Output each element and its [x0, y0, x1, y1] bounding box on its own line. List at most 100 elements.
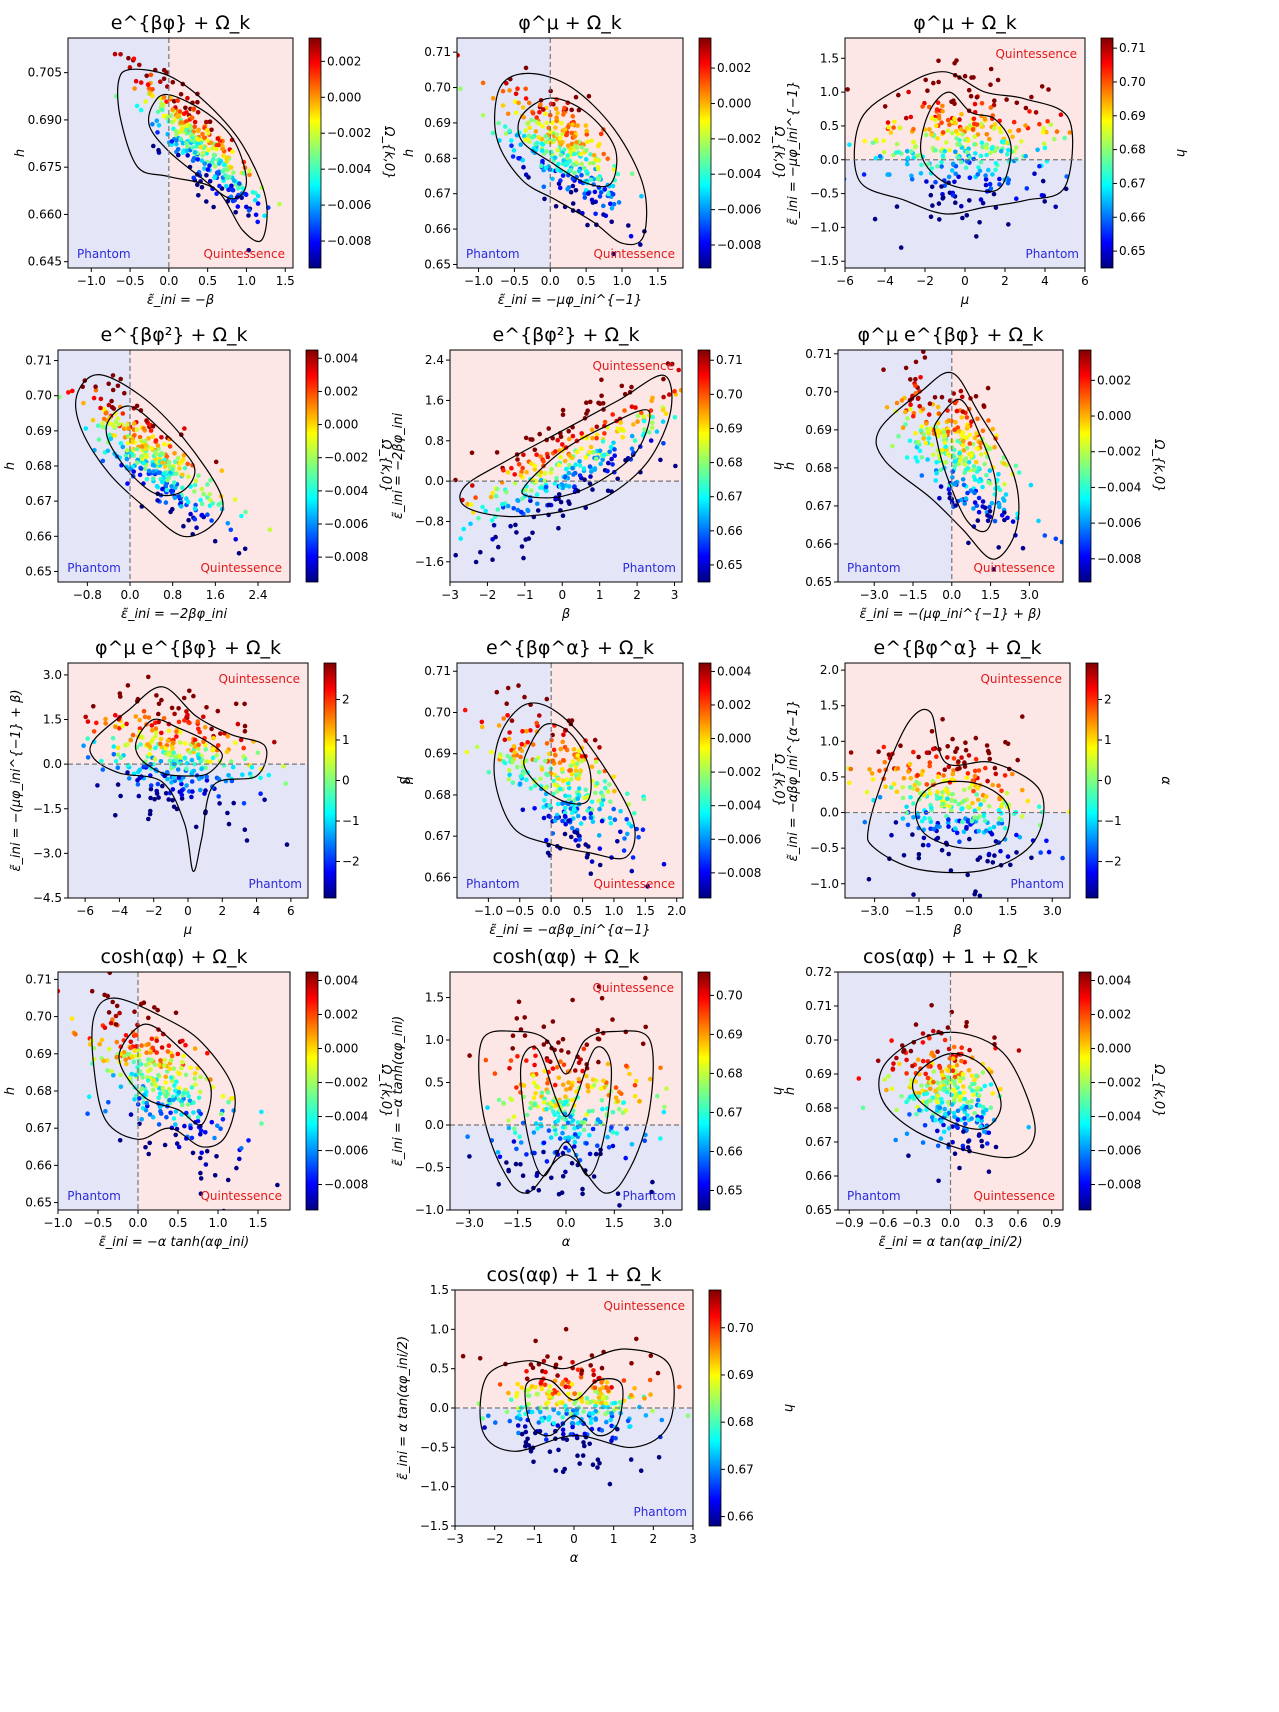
- scatter-point: [506, 1118, 511, 1123]
- scatter-point: [467, 1053, 472, 1058]
- scatter-point: [170, 787, 176, 792]
- scatter-point: [567, 768, 572, 773]
- scatter-point: [174, 1079, 179, 1084]
- x-tick-label: 1.0: [208, 1216, 227, 1230]
- y-tick-label: 0.675: [28, 160, 62, 174]
- scatter-point: [610, 462, 615, 467]
- scatter-point: [139, 774, 144, 779]
- scatter-point: [913, 383, 918, 389]
- scatter-point: [915, 459, 920, 464]
- scatter-point: [140, 1075, 145, 1080]
- scatter-point: [586, 1088, 591, 1094]
- scatter-point: [703, 1417, 708, 1422]
- scatter-point: [951, 1065, 956, 1070]
- scatter-point: [883, 784, 888, 789]
- y-axis-label: ε̃_ini = α tan(αφ_ini/2): [396, 1336, 411, 1480]
- x-tick-label: −6: [836, 274, 854, 288]
- scatter-point: [974, 1073, 979, 1078]
- x-tick-label: 0.5: [168, 1216, 187, 1230]
- scatter-point: [584, 128, 589, 134]
- scatter-point: [979, 121, 984, 127]
- scatter-point: [546, 502, 552, 508]
- scatter-point: [862, 138, 868, 144]
- scatter-point: [958, 127, 964, 132]
- scatter-point: [543, 1369, 548, 1375]
- scatter-point: [1044, 838, 1049, 844]
- scatter-point: [125, 683, 131, 688]
- scatter-point: [973, 756, 979, 762]
- y-tick-label: 0.68: [805, 461, 832, 475]
- contour-95: [493, 702, 636, 860]
- scatter-point: [933, 117, 938, 123]
- scatter-point: [590, 435, 595, 441]
- scatter-point: [933, 1117, 938, 1123]
- scatter-point: [595, 1036, 601, 1041]
- scatter-point: [519, 1385, 524, 1390]
- scatter-point: [143, 442, 149, 448]
- scatter-point: [538, 1405, 543, 1411]
- scatter-point: [594, 424, 600, 430]
- y-tick-label: 0.67: [424, 829, 451, 843]
- scatter-point: [926, 1064, 931, 1069]
- scatter-point: [632, 1093, 638, 1099]
- x-tick-label: 0: [570, 1532, 578, 1546]
- colorbar-tick-label: 0.000: [324, 418, 358, 432]
- scatter-point: [573, 1068, 578, 1073]
- scatter-point: [186, 1114, 191, 1119]
- x-tick-label: −3.0: [455, 1216, 484, 1230]
- scatter-point: [158, 1058, 163, 1063]
- scatter-point: [601, 1078, 606, 1084]
- scatter-point: [1039, 84, 1045, 89]
- scatter-point: [979, 101, 985, 106]
- scatter-point: [535, 501, 540, 507]
- scatter-point: [255, 750, 261, 755]
- phantom-label: Phantom: [248, 877, 302, 891]
- scatter-point: [168, 1058, 174, 1063]
- scatter-point: [560, 778, 566, 784]
- scatter-point: [962, 137, 968, 143]
- scatter-point: [519, 509, 524, 515]
- scatter-point: [915, 772, 920, 778]
- y-tick-label: 1.0: [820, 85, 839, 99]
- scatter-point: [504, 81, 509, 86]
- scatter-point: [927, 763, 932, 769]
- scatter-point: [186, 517, 191, 523]
- scatter-point: [977, 1103, 982, 1108]
- y-tick-label: 3.0: [43, 668, 62, 682]
- scatter-point: [942, 148, 948, 154]
- scatter-point: [929, 1050, 935, 1055]
- colorbar-tick-label: −0.004: [324, 484, 368, 498]
- scatter-point: [562, 810, 568, 816]
- scatter-point: [647, 1377, 653, 1383]
- scatter-point: [949, 1092, 954, 1098]
- scatter-point: [272, 739, 277, 745]
- scatter-point: [148, 786, 154, 792]
- scatter-point: [632, 1386, 637, 1391]
- scatter-point: [115, 765, 121, 770]
- scatter-point: [588, 811, 594, 816]
- colorbar-tick-label: 0.65: [716, 1183, 743, 1197]
- scatter-point: [191, 175, 196, 181]
- scatter-point: [900, 816, 906, 821]
- scatter-point: [567, 453, 572, 458]
- scatter-point: [562, 475, 568, 480]
- y-tick-label: −1.0: [810, 220, 839, 234]
- scatter-point: [311, 758, 316, 763]
- scatter-point: [555, 437, 560, 443]
- scatter-point: [932, 395, 938, 400]
- scatter-point: [490, 490, 496, 496]
- scatter-point: [507, 128, 512, 134]
- scatter-point: [572, 1132, 578, 1137]
- scatter-point: [587, 1441, 592, 1447]
- scatter-point: [91, 395, 97, 401]
- x-tick-label: 1.5: [648, 274, 667, 288]
- scatter-point: [867, 767, 872, 772]
- scatter-point: [930, 746, 936, 752]
- scatter-point: [581, 466, 587, 471]
- scatter-point: [638, 242, 643, 247]
- scatter-point: [566, 1050, 571, 1055]
- x-tick-label: 1.5: [276, 274, 295, 288]
- scatter-point: [920, 768, 926, 774]
- colorbar-tick-label: −0.006: [324, 1144, 368, 1158]
- scatter-point: [971, 506, 976, 511]
